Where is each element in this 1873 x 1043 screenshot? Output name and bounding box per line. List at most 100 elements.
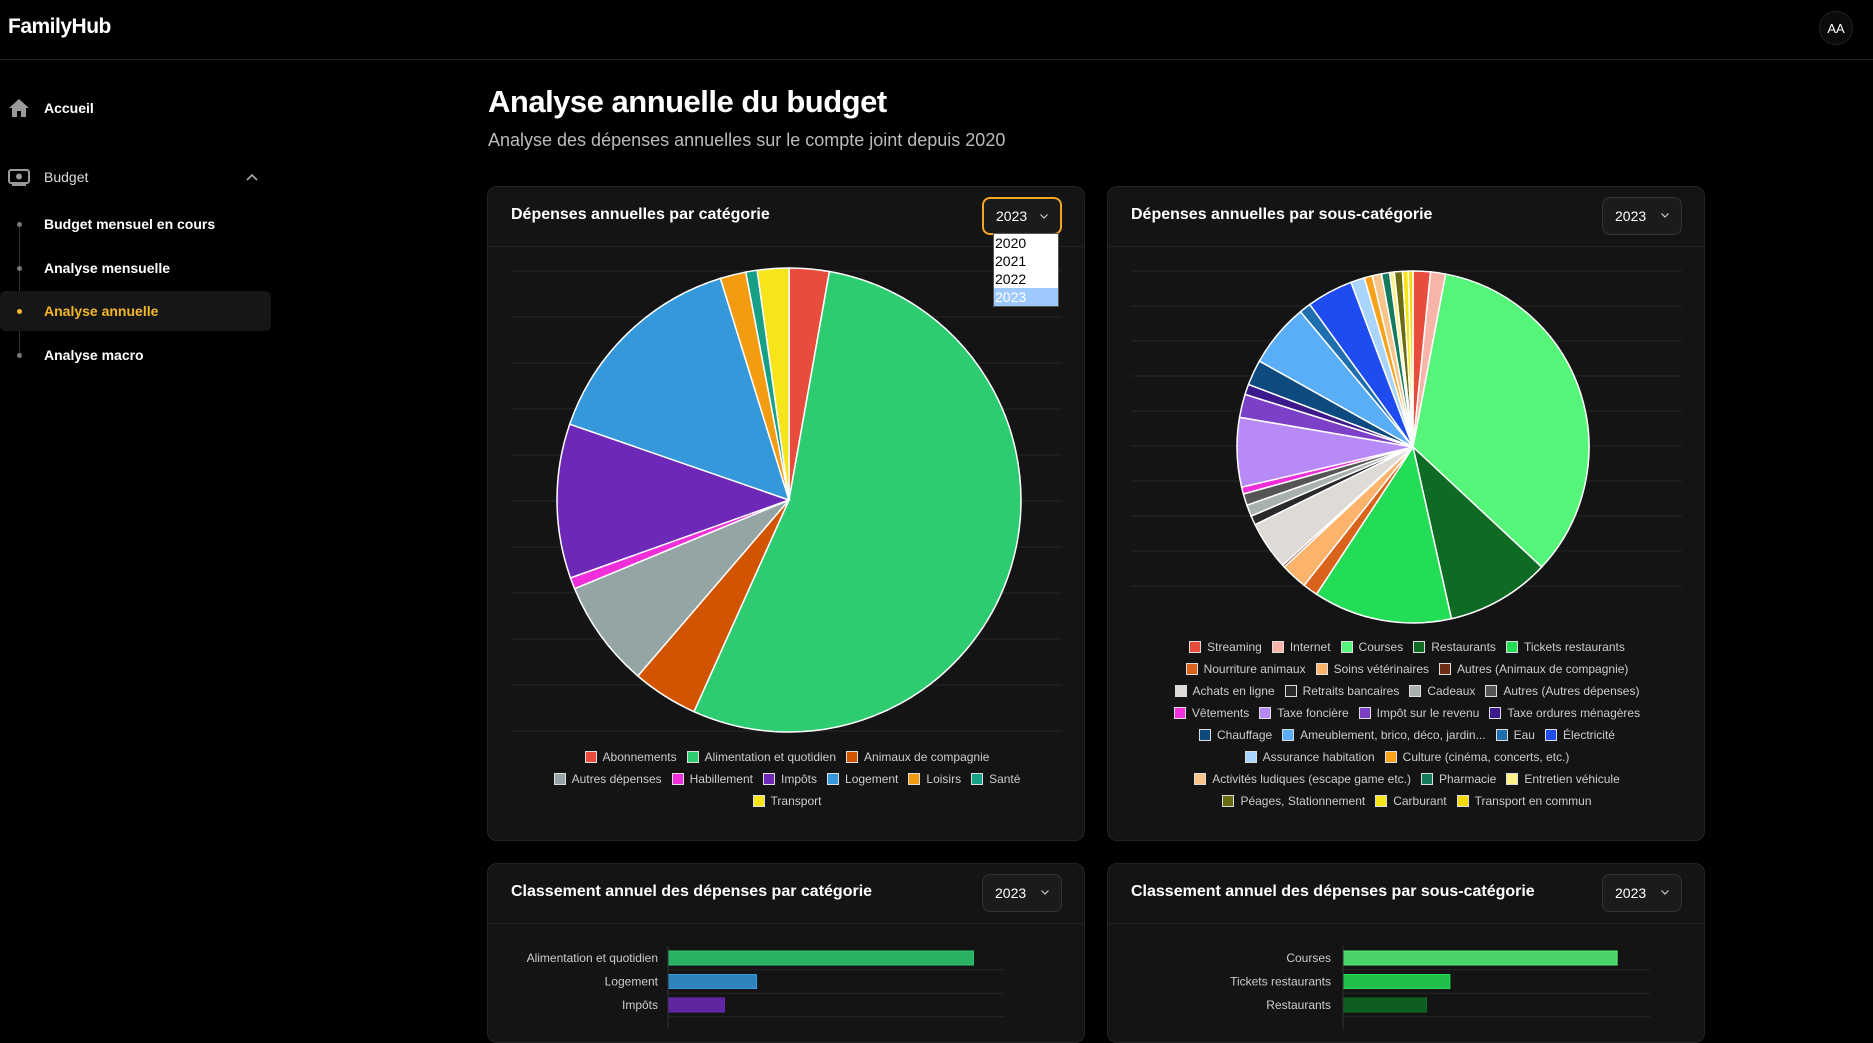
pie-slice-alimentation-et-quotidien[interactable] (692, 270, 1022, 733)
pie-slice-autres-depenses[interactable] (573, 499, 790, 678)
legend-item-vetements[interactable]: Vêtements (1173, 705, 1250, 721)
pie-slice-courses[interactable] (1412, 273, 1590, 569)
bar-logement[interactable] (667, 974, 758, 989)
legend-item-logement[interactable]: Logement (827, 771, 898, 787)
bar-courses[interactable] (1342, 950, 1618, 966)
bar-impots[interactable] (667, 997, 726, 1013)
legend-item-internet[interactable]: Internet (1271, 639, 1331, 655)
legend-item-autres-autres-depenses[interactable]: Autres (Autres dépenses) (1485, 683, 1639, 699)
legend-row: Abonnements Alimentation et quotidien Anim… (508, 749, 1066, 765)
year-select-value: 2023 (1615, 208, 1647, 224)
legend-item-impot-sur-le-revenu[interactable]: Impôt sur le revenu (1358, 705, 1479, 721)
legend-label: Vêtements (1191, 706, 1250, 720)
chevron-up-icon[interactable] (246, 170, 258, 184)
legend-item-transport[interactable]: Transport (752, 793, 821, 809)
pie-slice-tickets-restaurants[interactable] (1315, 445, 1453, 624)
legend-label: Soins vétérinaires (1333, 662, 1429, 676)
pie-slice-transport-en-commun[interactable] (1407, 270, 1414, 448)
legend-item-soins-veterinaires[interactable]: Soins vétérinaires (1315, 661, 1429, 677)
year-select-value: 2023 (995, 885, 1027, 901)
legend-label: Courses (1358, 640, 1404, 654)
year-select[interactable]: 2023 (982, 874, 1062, 912)
legend-item-eau[interactable]: Eau (1495, 727, 1535, 743)
legend-item-habillement[interactable]: Habillement (671, 771, 753, 787)
legend-label: Animaux de compagnie (864, 750, 990, 764)
legend-item-courses[interactable]: Courses (1340, 639, 1404, 655)
bar-tickets-restaurants[interactable] (1342, 974, 1451, 989)
legend-item-entretien-vehicule[interactable]: Entretien véhicule (1506, 771, 1620, 787)
year-option[interactable]: 2021 (995, 253, 1027, 269)
year-select[interactable]: 2023 (982, 197, 1062, 235)
legend-item-restaurants[interactable]: Restaurants (1413, 639, 1496, 655)
legend-item-achats-en-ligne[interactable]: Achats en ligne (1174, 683, 1275, 699)
legend-item-activites-ludiques-escape-game-etc[interactable]: Activités ludiques (escape game etc.) (1194, 771, 1411, 787)
page-subtitle: Analyse des dépenses annuelles sur le co… (488, 130, 1006, 150)
legend-item-cadeaux[interactable]: Cadeaux (1409, 683, 1475, 699)
legend-swatch (908, 773, 921, 785)
card-pie-subcategory: Dépenses annuelles par sous-catégorie 20… (1107, 186, 1705, 841)
legend-label: Abonnements (602, 750, 677, 764)
legend-item-pharmacie[interactable]: Pharmacie (1421, 771, 1496, 787)
year-option-selected[interactable]: 2023 (994, 288, 1058, 306)
card-header: Dépenses annuelles par sous-catégorie 20… (1108, 187, 1704, 247)
legend-label: Logement (845, 772, 899, 786)
legend-item-sante[interactable]: Santé (971, 771, 1020, 787)
legend-item-abonnements[interactable]: Abonnements (584, 749, 677, 765)
pie-slice-transport[interactable] (756, 267, 790, 501)
legend-item-retraits-bancaires[interactable]: Retraits bancaires (1284, 683, 1399, 699)
legend-swatch (1185, 663, 1198, 675)
sidebar-item-analyse-macro[interactable]: Analyse macro (0, 335, 271, 375)
card-rank-category: Classement annuel des dépenses par catég… (487, 863, 1085, 1043)
bar-label: Courses (1286, 951, 1331, 965)
legend-item-autres-depenses[interactable]: Autres dépenses (553, 771, 662, 787)
legend-item-loisirs[interactable]: Loisirs (908, 771, 961, 787)
legend-swatch (1284, 685, 1297, 697)
legend-item-tickets-restaurants[interactable]: Tickets restaurants (1505, 639, 1625, 655)
year-select[interactable]: 2023 (1602, 197, 1682, 235)
year-option[interactable]: 2020 (995, 235, 1027, 251)
year-select-value: 2023 (1615, 885, 1647, 901)
avatar[interactable]: AA (1819, 11, 1853, 45)
legend-swatch (553, 773, 566, 785)
bar-label: Impôts (622, 998, 658, 1012)
legend-item-assurance-habitation[interactable]: Assurance habitation (1244, 749, 1375, 765)
bar-alimentation-et-quotidien[interactable] (667, 950, 974, 966)
legend-item-impots[interactable]: Impôts (763, 771, 817, 787)
year-option[interactable]: 2022 (995, 271, 1027, 287)
pie-slice-restaurants[interactable] (1411, 444, 1543, 620)
legend-item-streaming[interactable]: Streaming (1189, 639, 1262, 655)
bar-label: Tickets restaurants (1230, 975, 1331, 989)
app-logo[interactable]: FamilyHub (8, 15, 111, 38)
bar-restaurants[interactable] (1342, 997, 1428, 1013)
legend-swatch (971, 773, 984, 785)
legend-label: Assurance habitation (1262, 750, 1375, 764)
sidebar-item-budget[interactable]: Budget (8, 168, 258, 186)
pie-slice-logement[interactable] (568, 277, 791, 502)
legend-item-chauffage[interactable]: Chauffage (1199, 727, 1272, 743)
legend-item-taxe-ordures-menageres[interactable]: Taxe ordures ménagères (1489, 705, 1640, 721)
legend-item-culture-cinema-concerts-etc[interactable]: Culture (cinéma, concerts, etc.) (1384, 749, 1569, 765)
bar-chart-category: Alimentation et quotidien Logement Impôts (527, 946, 1004, 1029)
legend-item-nourriture-animaux[interactable]: Nourriture animaux (1185, 661, 1306, 677)
legend-label: Nourriture animaux (1203, 662, 1306, 676)
legend-item-autres-animaux-de-compagnie[interactable]: Autres (Animaux de compagnie) (1439, 661, 1628, 677)
pie-slice-impots[interactable] (556, 423, 792, 579)
legend-row: Activités ludiques (escape game etc.) Pha… (1128, 771, 1686, 787)
legend-item-peages-stationnement[interactable]: Péages, Stationnement (1222, 793, 1365, 809)
legend-item-taxe-fonciere[interactable]: Taxe foncière (1259, 705, 1349, 721)
legend-row: Assurance habitation Culture (cinéma, con… (1128, 749, 1686, 765)
year-select[interactable]: 2023 (1602, 874, 1682, 912)
chart-legend: Abonnements Alimentation et quotidien Anim… (508, 749, 1066, 809)
legend-swatch (1485, 685, 1498, 697)
year-select-value: 2023 (996, 208, 1028, 224)
legend-item-alimentation-et-quotidien[interactable]: Alimentation et quotidien (686, 749, 836, 765)
sidebar-item-analyse-annuelle[interactable]: Analyse annuelle (0, 291, 271, 331)
legend-item-animaux-de-compagnie[interactable]: Animaux de compagnie (846, 749, 989, 765)
sidebar-item-analyse-mensuelle[interactable]: Analyse mensuelle (0, 248, 271, 288)
legend-item-ameublement-brico-deco-jardin[interactable]: Ameublement, brico, déco, jardin... (1282, 727, 1486, 743)
legend-item-electricite[interactable]: Électricité (1544, 727, 1615, 743)
legend-item-transport-en-commun[interactable]: Transport en commun (1456, 793, 1592, 809)
sidebar-item-home[interactable]: Accueil (8, 98, 94, 118)
legend-item-carburant[interactable]: Carburant (1375, 793, 1447, 809)
sidebar-item-budget-mensuel[interactable]: Budget mensuel en cours (0, 204, 271, 244)
